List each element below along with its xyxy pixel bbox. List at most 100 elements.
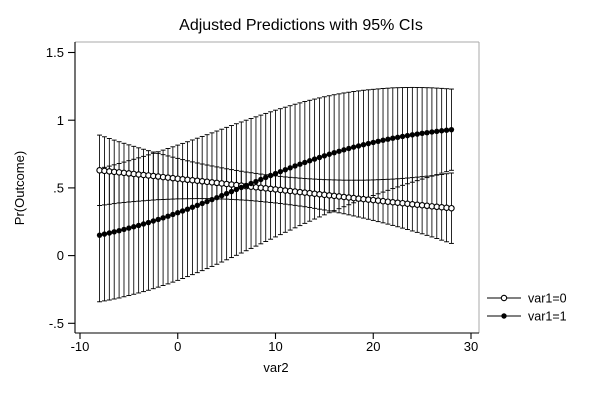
axes: 1.51.50-.5-10 0 10 20 30 [46, 41, 480, 354]
open-circle-marker [448, 204, 455, 212]
filled-circle-marker [150, 218, 157, 224]
filled-circle-marker [399, 133, 406, 140]
y-tick-label: -.5 [49, 316, 64, 331]
filled-circle-marker [375, 138, 381, 145]
filled-circle-marker [248, 180, 254, 187]
series-var1-1 [96, 126, 455, 238]
filled-circle-marker [326, 151, 332, 157]
filled-circle-marker [258, 176, 264, 183]
filled-circle-marker [346, 145, 352, 152]
filled-circle-marker [165, 213, 171, 219]
filled-circle-marker [101, 231, 108, 237]
legend-label: var1=1 [528, 310, 567, 324]
chart-title: Adjusted Predictions with 95% CIs [179, 17, 423, 34]
y-tick-label: 1 [57, 113, 64, 128]
filled-circle-marker [228, 188, 235, 195]
filled-circle-marker [155, 216, 161, 223]
filled-circle-marker [424, 129, 430, 136]
y-axis-label: Pr(Outcome) [12, 151, 27, 225]
filled-circle-marker [277, 168, 284, 175]
filled-circle-marker [170, 211, 176, 218]
legend: var1=0 var1=1 [487, 292, 567, 324]
filled-circle-marker [311, 156, 318, 162]
x-axis-ticks: -10 0 10 20 30 [71, 333, 478, 354]
filled-circle-marker [443, 127, 450, 133]
filled-circle-marker [321, 153, 328, 159]
series-var1-0 [96, 167, 455, 212]
filled-circle-marker [336, 148, 342, 154]
x-tick-label: 0 [174, 339, 181, 354]
filled-circle-marker [429, 129, 435, 135]
filled-circle-marker [297, 161, 303, 167]
filled-circle-marker [438, 128, 445, 134]
filled-circle-marker [96, 232, 103, 238]
filled-circle-marker [219, 192, 225, 199]
plot-area [96, 86, 455, 303]
filled-circle-marker [233, 186, 240, 193]
filled-circle-marker [287, 165, 293, 171]
filled-circle-marker [351, 144, 357, 150]
filled-circle-marker [179, 208, 186, 214]
filled-circle-marker [414, 131, 420, 137]
filled-circle-marker [272, 170, 279, 177]
filled-circle-marker [223, 190, 230, 197]
filled-circle-marker [189, 204, 196, 210]
filled-circle-marker [184, 206, 191, 212]
filled-circle-marker [394, 134, 401, 141]
filled-circle-marker [140, 221, 147, 227]
filled-circle-marker [355, 143, 362, 149]
filled-circle-marker [135, 222, 142, 229]
filled-circle-marker [331, 149, 337, 156]
filled-circle-marker [360, 142, 367, 148]
x-axis-label: var2 [263, 360, 288, 375]
filled-circle-marker [390, 135, 396, 141]
open-circle-marker-icon [500, 294, 508, 302]
filled-circle-marker [302, 159, 308, 166]
filled-circle-marker [145, 219, 152, 226]
legend-entry-var1-1: var1=1 [487, 310, 567, 324]
y-tick-label: 0 [57, 248, 64, 263]
filled-circle-marker [263, 174, 269, 181]
filled-circle-marker [282, 167, 288, 173]
filled-circle-marker [106, 230, 113, 236]
filled-circle-marker [292, 163, 298, 169]
filled-circle-marker [448, 126, 455, 133]
y-tick-label: 1.5 [46, 45, 64, 60]
filled-circle-marker [160, 215, 166, 221]
filled-circle-marker [209, 196, 215, 203]
filled-circle-marker [267, 172, 274, 179]
filled-circle-marker [404, 132, 411, 139]
filled-circle-marker [385, 136, 391, 142]
y-axis-ticks: 1.51.50-.5 [46, 45, 75, 331]
filled-circle-marker [175, 209, 181, 216]
filled-circle-marker [243, 182, 249, 189]
filled-circle-marker [380, 137, 386, 143]
filled-circle-marker [238, 184, 244, 191]
filled-circle-marker [116, 227, 122, 234]
filled-circle-marker [341, 147, 347, 153]
filled-circle-marker [434, 128, 440, 135]
filled-circle-marker [131, 224, 137, 230]
x-tick-label: -10 [71, 339, 90, 354]
filled-circle-marker [365, 140, 372, 147]
filled-circle-marker [316, 154, 323, 161]
filled-circle-marker [214, 194, 220, 201]
x-tick-label: 20 [366, 339, 380, 354]
filled-circle-marker [370, 139, 376, 146]
filled-circle-marker [409, 132, 416, 138]
x-tick-label: 30 [464, 339, 478, 354]
filled-circle-marker [307, 158, 313, 164]
filled-circle-marker [121, 226, 127, 233]
filled-circle-marker [204, 198, 210, 205]
filled-circle-marker [111, 229, 117, 235]
x-tick-label: 10 [268, 339, 282, 354]
filled-circle-marker-icon [501, 313, 507, 319]
y-tick-label: .5 [53, 181, 64, 196]
filled-circle-marker [194, 202, 200, 209]
filled-circle-marker [126, 225, 132, 231]
legend-label: var1=0 [528, 292, 567, 306]
filled-circle-marker [199, 200, 205, 207]
filled-circle-marker [419, 130, 425, 137]
